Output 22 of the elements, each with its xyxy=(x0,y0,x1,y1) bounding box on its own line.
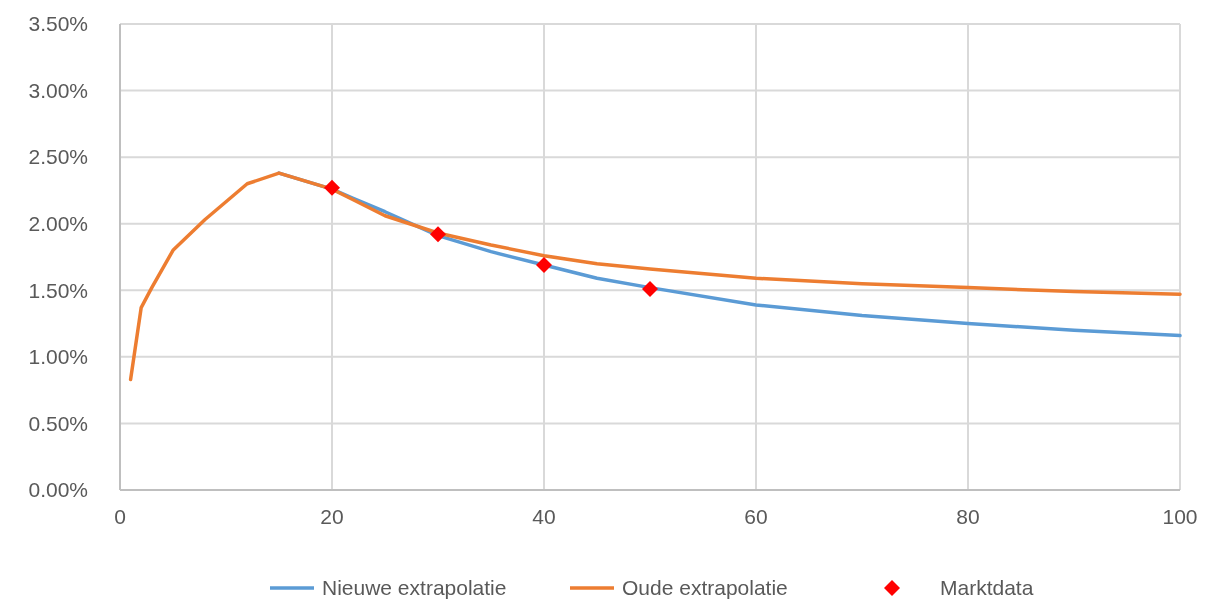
x-tick-label: 20 xyxy=(320,505,344,528)
point xyxy=(430,226,446,243)
x-tick-label: 40 xyxy=(532,505,556,528)
y-tick-label: 0.50% xyxy=(28,411,88,435)
y-tick-label: 0.00% xyxy=(28,478,88,502)
y-tick-label: 1.50% xyxy=(28,278,88,302)
point xyxy=(536,256,552,273)
x-tick-label: 100 xyxy=(1162,505,1198,528)
legend-label: Nieuwe extrapolatie xyxy=(322,576,507,600)
y-tick-label: 1.00% xyxy=(28,345,88,369)
legend-label: Marktdata xyxy=(940,576,1034,600)
y-tick-label: 2.00% xyxy=(28,212,88,236)
y-tick-label: 3.00% xyxy=(28,78,88,102)
y-tick-label: 2.50% xyxy=(28,145,88,169)
legend-label: Oude extrapolatie xyxy=(622,576,788,600)
line-series xyxy=(128,171,1182,382)
x-tick-label: 80 xyxy=(956,505,980,528)
x-tick-label: 60 xyxy=(744,505,768,528)
point xyxy=(642,280,658,297)
y-tick-label: 3.50% xyxy=(28,12,88,36)
x-tick-label: 0 xyxy=(114,505,126,528)
point xyxy=(324,179,340,196)
